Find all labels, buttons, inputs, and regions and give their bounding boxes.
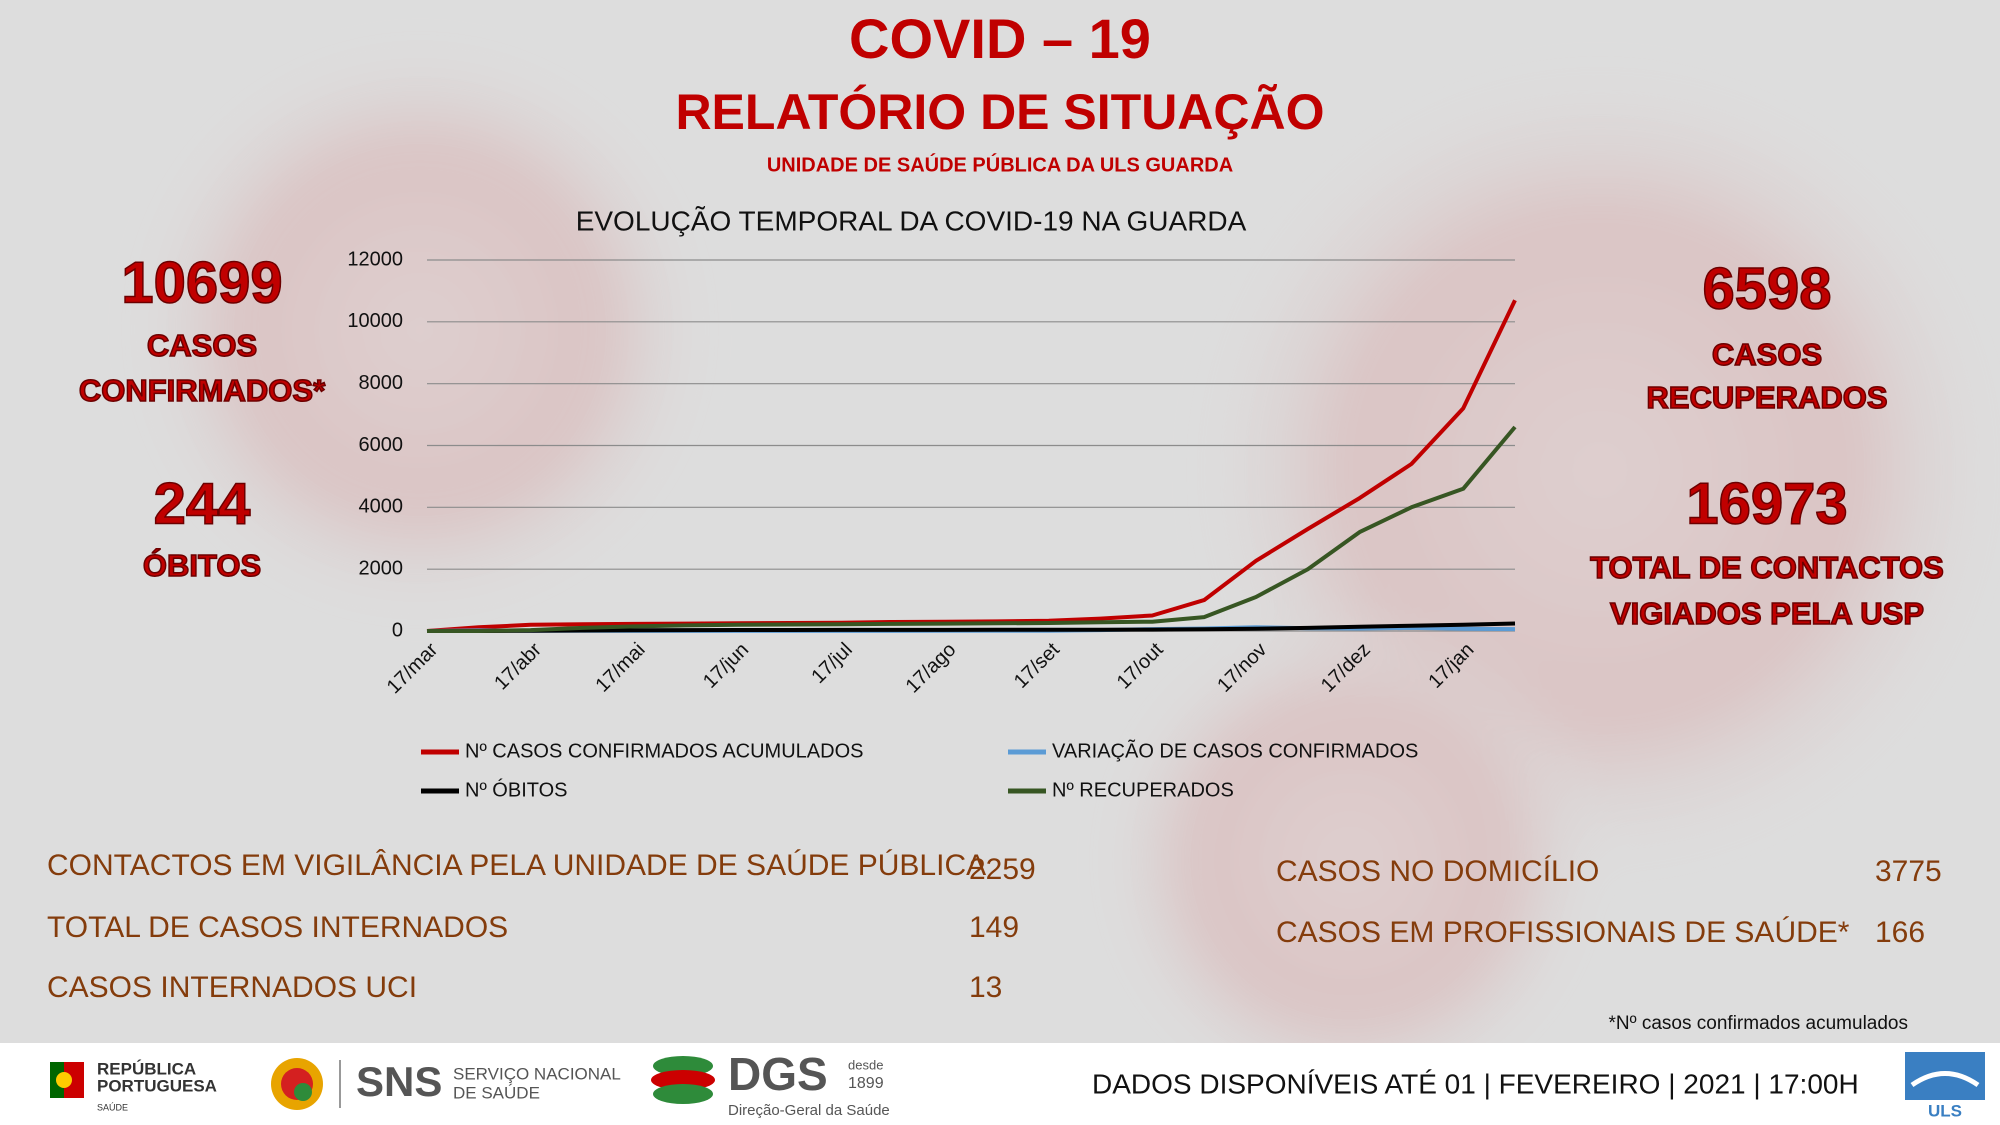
stat-label: VIGIADOS PELA USP [1610,596,1924,631]
logo-text: desde [848,1057,883,1072]
footer-date: DADOS DISPONÍVEIS ATÉ 01 | FEVEREIRO | 2… [1092,1068,1859,1099]
logo-dgs: DGS desde 1899 Direção-Geral da Saúde [651,1048,890,1119]
logo-uls: ULS [1905,1052,1985,1120]
stat-label: CASOS [147,328,257,363]
logo-text: 1899 [848,1075,884,1092]
series-line [427,425,1517,633]
logo-text: DGS [728,1048,828,1100]
table-label: CONTACTOS EM VIGILÂNCIA PELA UNIDADE DE … [47,849,986,882]
y-tick-label: 8000 [359,372,404,394]
stat-label: RECUPERADOS [1646,380,1887,415]
stat-label: TOTAL DE CONTACTOS [1590,550,1944,585]
logo-text: ULS [1928,1101,1962,1120]
table-label: CASOS INTERNADOS UCI [47,971,417,1004]
y-tick-label: 12000 [347,248,403,270]
y-tick-label: 6000 [359,434,404,456]
legend-label: VARIAÇÃO DE CASOS CONFIRMADOS [1052,738,1418,762]
title: COVID – 19 [849,7,1151,70]
legend-label: Nº RECUPERADOS [1052,779,1234,801]
logo-republica: REPÚBLICA PORTUGUESA SAÚDE [50,1059,217,1112]
unit: UNIDADE DE SAÚDE PÚBLICA DA ULS GUARDA [767,152,1233,176]
stat-value: 10699 [121,250,282,315]
chart-title: EVOLUÇÃO TEMPORAL DA COVID-19 NA GUARDA [576,205,1247,236]
logo-text: REPÚBLICA [97,1059,196,1078]
legend-label: Nº CASOS CONFIRMADOS ACUMULADOS [465,740,863,762]
logo-text: SNS [356,1058,442,1105]
stat-label: CASOS [1712,337,1822,372]
logo-text: DE SAÚDE [453,1083,540,1102]
logo-text: SERVIÇO NACIONAL [453,1064,621,1083]
logo-text: Direção-Geral da Saúde [728,1102,890,1119]
table-label: TOTAL DE CASOS INTERNADOS [47,911,508,944]
table-label: CASOS EM PROFISSIONAIS DE SAÚDE* [1276,916,1850,949]
stat-value: 6598 [1702,256,1831,321]
stat-value: 244 [154,471,251,536]
table-value: 166 [1875,916,1925,949]
y-tick-label: 10000 [347,310,403,332]
stat-label: CONFIRMADOS* [79,373,326,408]
table-value: 2259 [969,853,1036,886]
footer-band [0,1043,2000,1125]
logo-sns: SNS SERVIÇO NACIONAL DE SAÚDE [271,1058,621,1110]
table-value: 3775 [1875,855,1942,888]
y-tick-label: 2000 [359,557,404,579]
series-line [427,621,1516,633]
table-label: CASOS NO DOMICÍLIO [1276,855,1599,888]
logo-text: SAÚDE [97,1102,128,1112]
legend-label: Nº ÓBITOS [465,778,568,801]
y-tick-label: 4000 [359,496,404,518]
y-tick-label: 0 [392,619,403,641]
table-value: 149 [969,911,1019,944]
table-value: 13 [969,971,1002,1004]
footnote: *Nº casos confirmados acumulados [1609,1013,1908,1034]
logo-text: PORTUGUESA [97,1076,217,1095]
stat-label: ÓBITOS [143,547,261,583]
subtitle: RELATÓRIO DE SITUAÇÃO [675,84,1324,140]
stat-value: 16973 [1686,471,1847,536]
